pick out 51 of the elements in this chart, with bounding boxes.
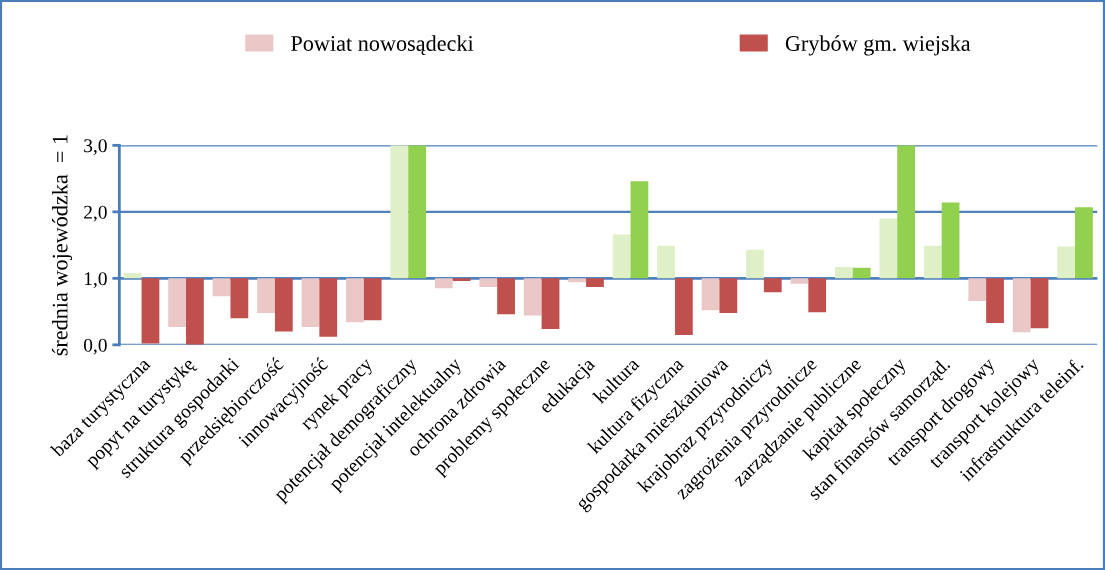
bar [123, 273, 142, 279]
bar [923, 245, 942, 279]
bar [763, 278, 782, 293]
y-tick-label: 3,0 [84, 139, 107, 156]
bar [452, 278, 471, 282]
bar [408, 145, 427, 279]
y-axis-title: średnia wojewódzka = 1 [51, 135, 73, 356]
bar [168, 278, 187, 327]
bar [230, 278, 249, 319]
y-tick-label: 2,0 [84, 205, 107, 222]
bar [523, 278, 542, 316]
bar [346, 278, 364, 323]
bar [257, 278, 275, 313]
bar [479, 278, 498, 287]
bar [568, 278, 587, 283]
legend-label: Grybów gm. wiejska [785, 35, 971, 56]
bar [941, 202, 960, 279]
bar [186, 278, 204, 345]
y-tick-label: 1,0 [84, 272, 107, 289]
bar [719, 278, 738, 313]
bar [701, 278, 720, 311]
bar [835, 267, 853, 279]
bar [897, 145, 916, 279]
legend-label: Powiat nowosądecki [291, 35, 474, 56]
bar [986, 278, 1004, 323]
bar [630, 181, 649, 279]
bar [301, 278, 320, 327]
bar [1075, 207, 1093, 279]
bar [1057, 246, 1076, 279]
bar [879, 218, 898, 279]
bar [657, 245, 675, 279]
bar [319, 278, 338, 337]
bar [363, 278, 382, 321]
bar [790, 278, 809, 284]
bar [541, 278, 560, 329]
bar [1030, 278, 1049, 329]
bar [612, 234, 631, 279]
bar [808, 278, 827, 313]
bar [674, 278, 693, 335]
y-tick-label: 0,0 [83, 338, 107, 355]
bar [141, 278, 160, 344]
bar [746, 249, 764, 279]
bar [968, 278, 987, 301]
bar [274, 278, 293, 332]
bar [390, 145, 409, 279]
bar [434, 278, 453, 289]
bar [497, 278, 515, 315]
bar [212, 278, 231, 297]
bar [852, 267, 871, 279]
bar [1012, 278, 1031, 333]
bar [586, 278, 604, 287]
